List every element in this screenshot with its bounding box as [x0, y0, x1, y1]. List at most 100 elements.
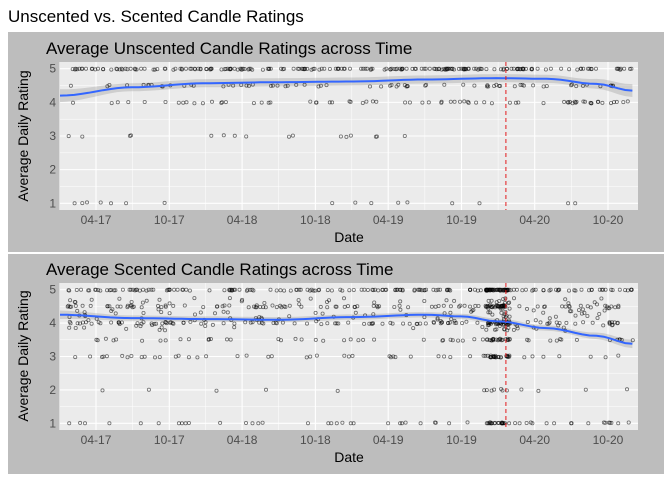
data-point	[462, 303, 467, 308]
data-point	[183, 66, 188, 71]
data-point	[541, 310, 546, 315]
data-point	[156, 421, 161, 426]
data-point	[176, 421, 181, 426]
data-point	[370, 99, 375, 104]
data-point	[66, 134, 71, 139]
data-point	[139, 321, 144, 326]
data-point	[616, 305, 621, 310]
data-point	[542, 304, 547, 309]
data-point	[163, 338, 168, 343]
data-point	[567, 288, 572, 293]
data-point	[144, 288, 149, 293]
data-point	[325, 288, 330, 293]
data-point	[232, 325, 237, 330]
data-point	[439, 100, 444, 105]
data-point	[360, 101, 365, 106]
data-point	[227, 296, 232, 301]
data-point	[68, 83, 73, 88]
data-point	[259, 100, 264, 105]
data-point	[468, 287, 473, 292]
data-point	[128, 287, 133, 292]
data-point	[441, 338, 446, 343]
data-point	[406, 305, 411, 310]
data-point	[515, 326, 520, 331]
data-point	[507, 100, 512, 105]
data-point	[489, 421, 494, 426]
data-point	[246, 67, 251, 72]
data-point	[107, 304, 112, 309]
data-point	[141, 310, 146, 315]
data-point	[159, 325, 164, 330]
data-point	[261, 305, 266, 310]
data-point	[397, 303, 402, 308]
x-tick-label: 10-19	[446, 213, 477, 227]
data-point	[117, 296, 122, 301]
data-point	[294, 287, 299, 292]
data-point	[431, 287, 436, 292]
data-point	[541, 288, 546, 293]
data-point	[263, 387, 268, 392]
data-point	[221, 321, 226, 326]
data-point	[266, 100, 271, 105]
data-point	[607, 420, 612, 425]
smooth-confidence-band	[60, 74, 633, 103]
data-point	[616, 353, 621, 358]
data-point	[421, 337, 426, 342]
data-point	[208, 66, 213, 71]
data-point	[297, 287, 302, 292]
data-point	[115, 67, 120, 72]
y-tick-label: 4	[49, 316, 56, 330]
x-tick-label: 10-20	[593, 213, 624, 227]
data-point	[227, 303, 232, 308]
data-point	[579, 66, 584, 71]
data-point	[506, 354, 511, 359]
data-point	[146, 287, 151, 292]
data-point	[609, 320, 614, 325]
data-point	[398, 299, 403, 304]
data-point	[465, 420, 470, 425]
data-point	[96, 288, 101, 293]
data-point	[163, 100, 168, 105]
data-point	[120, 353, 125, 358]
data-point	[586, 421, 591, 426]
data-point	[348, 337, 353, 342]
data-point	[504, 66, 509, 71]
data-point	[346, 354, 351, 359]
data-point	[163, 303, 168, 308]
data-point	[274, 288, 279, 293]
data-point	[220, 100, 225, 105]
data-point	[388, 83, 393, 88]
data-point	[250, 67, 255, 72]
data-point	[569, 309, 574, 314]
data-point	[67, 304, 72, 309]
data-point	[70, 67, 75, 72]
data-point	[186, 420, 191, 425]
data-point	[109, 201, 114, 206]
data-point	[395, 287, 400, 292]
data-point	[313, 100, 318, 105]
data-point	[485, 304, 490, 309]
data-point	[423, 321, 428, 326]
data-point	[567, 67, 572, 72]
data-point	[386, 421, 391, 426]
data-point	[486, 421, 491, 426]
data-point	[520, 82, 525, 87]
data-point	[86, 318, 91, 323]
data-point	[489, 101, 494, 106]
data-point	[98, 288, 103, 293]
data-point	[299, 337, 304, 342]
data-point	[316, 288, 321, 293]
data-point	[444, 298, 449, 303]
data-point	[574, 84, 579, 89]
data-point	[139, 66, 144, 71]
data-point	[159, 305, 164, 310]
data-point	[192, 312, 197, 317]
data-point	[580, 307, 585, 312]
data-point	[287, 314, 292, 319]
data-point	[342, 66, 347, 71]
data-point	[412, 287, 417, 292]
data-point	[398, 421, 403, 426]
data-point	[625, 99, 630, 104]
panel-title: Average Unscented Candle Ratings across …	[46, 39, 412, 58]
data-point	[581, 320, 586, 325]
